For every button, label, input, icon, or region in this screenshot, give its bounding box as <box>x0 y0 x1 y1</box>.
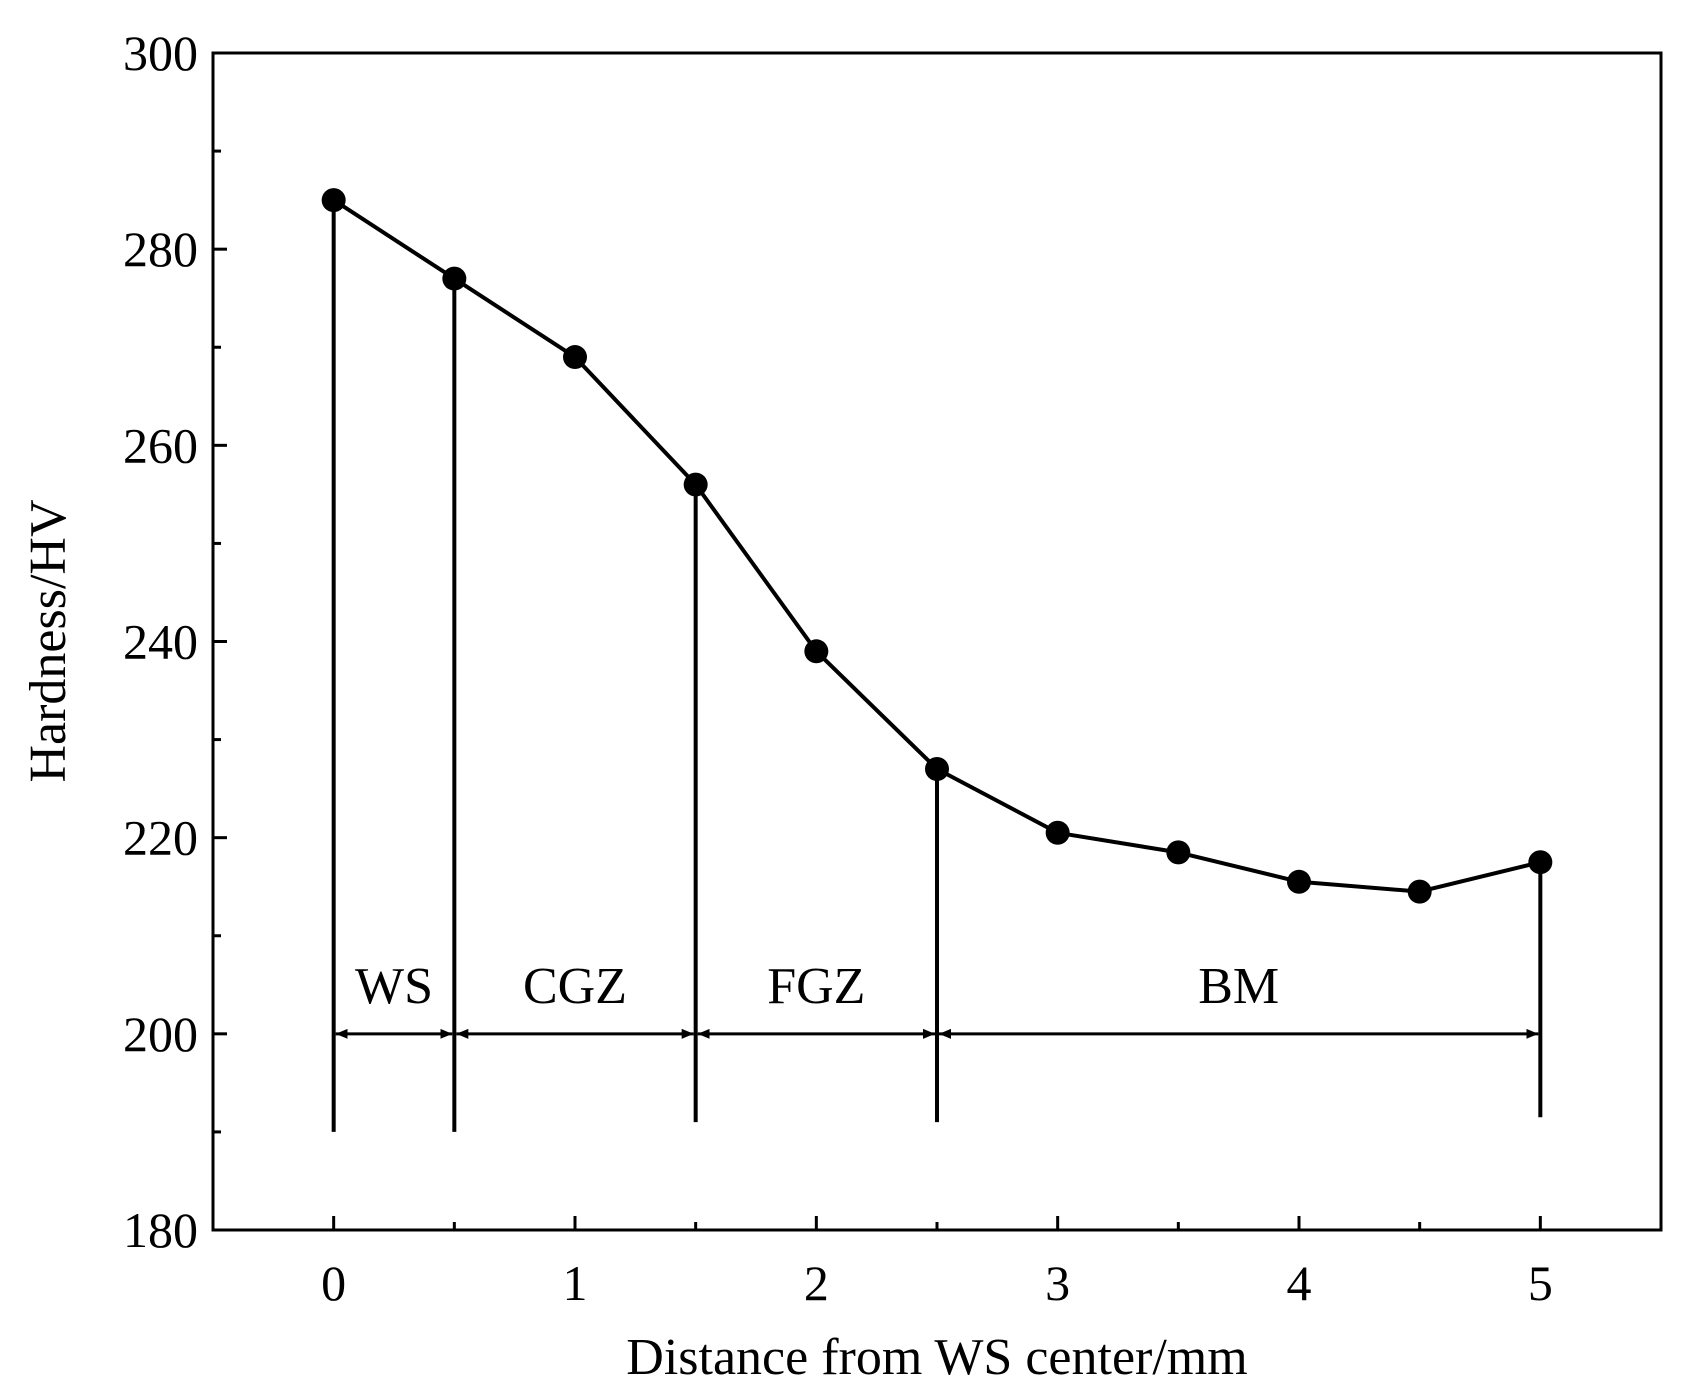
x-axis-ticks: 0 1 2 3 4 5 <box>321 1216 1553 1311</box>
data-point <box>1407 879 1432 904</box>
y-tick-label: 300 <box>123 25 198 81</box>
x-tick-label: 4 <box>1287 1255 1312 1311</box>
data-point <box>1045 820 1070 845</box>
data-point <box>321 188 346 213</box>
zone-label: FGZ <box>767 958 865 1015</box>
x-tick-label: 2 <box>804 1255 829 1311</box>
zone-label: WS <box>355 958 433 1015</box>
y-tick-label: 220 <box>123 810 198 866</box>
x-tick-label: 1 <box>563 1255 588 1311</box>
x-tick-label: 3 <box>1045 1255 1070 1311</box>
y-tick-label: 200 <box>123 1006 198 1062</box>
x-axis-title: Distance from WS center/mm <box>626 1329 1247 1386</box>
y-tick-label: 240 <box>123 614 198 670</box>
data-point <box>1166 840 1191 865</box>
data-point <box>1287 869 1311 894</box>
y-tick-label: 180 <box>123 1202 198 1258</box>
hardness-series <box>321 188 1553 904</box>
zone-label: BM <box>1198 958 1279 1015</box>
y-axis-ticks: 180 200 220 240 260 280 300 <box>123 25 227 1258</box>
zone-label: CGZ <box>523 958 627 1015</box>
x-tick-label: 0 <box>321 1255 346 1311</box>
y-tick-label: 260 <box>123 417 198 473</box>
zone-annotations: WS CGZ FGZ BM <box>331 200 1543 1132</box>
y-axis-title: Hardness/HV <box>20 499 77 782</box>
data-point <box>563 345 587 370</box>
y-tick-label: 280 <box>123 221 198 277</box>
data-point <box>925 757 949 782</box>
x-tick-label: 5 <box>1528 1255 1553 1311</box>
data-point <box>1528 850 1553 875</box>
data-point <box>804 639 829 664</box>
data-point <box>442 266 467 291</box>
data-point <box>683 472 708 497</box>
